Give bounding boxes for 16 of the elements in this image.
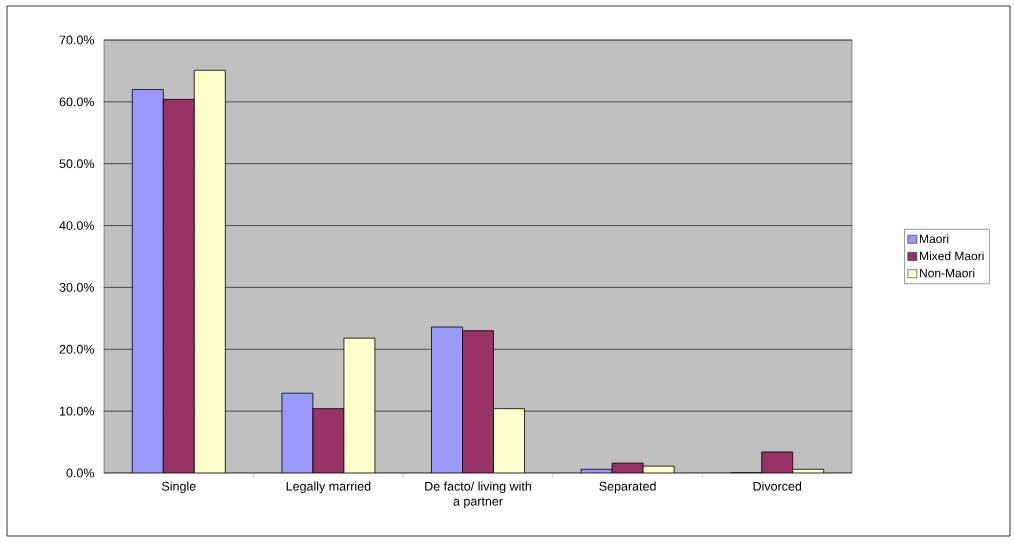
y-tick-label: 10.0% [60,406,95,416]
y-tick-label: 50.0% [59,159,95,169]
x-tick-label: Separated [599,481,656,494]
x-tick-label: De facto/ living with a partner [425,481,532,509]
x-tick-label: Legally married [286,481,371,494]
y-tick-label: 70.0% [59,35,95,45]
x-tick-label: Single [162,481,196,494]
x-tick-label: Divorced [753,481,802,491]
y-tick-label: 60.0% [59,97,95,107]
legend-label: Maori [920,234,949,244]
legend-label: Mixed Maori [920,251,984,261]
y-tick-label: 0.0% [66,468,95,478]
legend-label: Non-Maori [920,268,975,278]
y-tick-label: 40.0% [59,221,95,230]
y-tick-label: 30.0% [59,282,95,292]
y-tick-label: 20.0% [59,344,95,354]
